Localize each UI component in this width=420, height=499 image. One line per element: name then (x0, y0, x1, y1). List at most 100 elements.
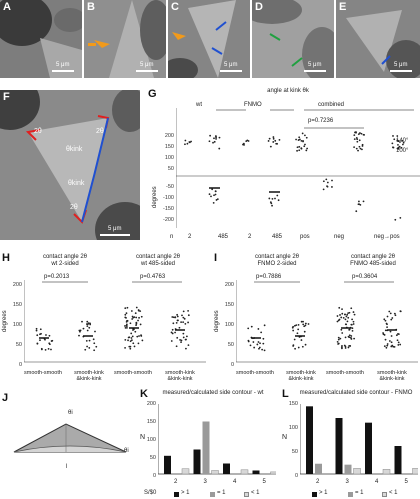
data-point (396, 135, 399, 137)
bar (412, 468, 418, 475)
data-point (297, 324, 300, 326)
panel-j: J θi θi l (0, 392, 136, 492)
y-tick: 100 (164, 155, 174, 161)
data-point (338, 306, 341, 309)
panel-e-label: E (339, 1, 347, 13)
data-point (187, 321, 189, 324)
data-point (345, 315, 348, 318)
legend-label: < 1 (389, 490, 398, 496)
data-point (401, 143, 404, 146)
panel-c-image: C 5 μm (168, 0, 250, 78)
bar (202, 421, 210, 474)
legend-label: > 1 (181, 490, 190, 496)
data-point (174, 331, 176, 334)
panel-h-title-1: contact angle 2θ wt 2-sided (42, 254, 88, 267)
y-axis-label: N (282, 434, 288, 441)
data-point (385, 346, 388, 349)
mark-100: 100° (396, 148, 409, 154)
data-point (384, 329, 387, 332)
data-point (130, 332, 133, 335)
data-point (88, 339, 91, 342)
data-point (138, 316, 140, 319)
p-value: p=0.7236 (308, 118, 334, 124)
data-point (274, 197, 276, 200)
data-point (297, 139, 300, 141)
data-point (44, 348, 47, 351)
data-point (268, 197, 271, 200)
data-point (339, 337, 342, 340)
data-point (399, 310, 402, 313)
data-point (390, 341, 393, 344)
p-value-1: p=0.7886 (256, 274, 282, 280)
group-label-wt: wt (196, 102, 202, 108)
data-point (124, 339, 127, 341)
data-point (94, 330, 96, 333)
data-point (187, 314, 190, 317)
data-point (126, 306, 129, 309)
group-label-combined: combined (318, 102, 345, 108)
data-point (170, 331, 173, 334)
length-label: l (66, 464, 68, 470)
data-point (276, 194, 279, 197)
data-point (305, 136, 308, 139)
data-point (341, 312, 344, 315)
data-point (389, 312, 392, 315)
data-point (249, 344, 252, 347)
data-point (362, 133, 365, 136)
data-point (341, 347, 343, 350)
data-point (296, 332, 299, 335)
data-point (302, 323, 305, 326)
data-point (382, 332, 384, 334)
data-point (348, 328, 351, 331)
data-point (218, 147, 221, 150)
data-point (137, 319, 139, 322)
data-point (129, 322, 132, 325)
data-point (262, 342, 265, 345)
data-point (298, 149, 301, 152)
data-point (347, 316, 350, 319)
p-value-2: p=0.4763 (140, 274, 166, 280)
data-point (267, 140, 270, 142)
scale-label: 5 μm (308, 62, 322, 68)
y-tick: 150 (164, 144, 174, 150)
data-point (300, 147, 303, 150)
data-point (92, 338, 95, 341)
x-label: smooth-kink &kink-kink (74, 370, 104, 382)
data-point (124, 307, 127, 310)
x-tick-label: 3 (204, 479, 208, 485)
data-point (170, 340, 173, 342)
p-value-1: p=0.2013 (44, 274, 70, 280)
group-label-fnmo: FNMO (244, 102, 262, 108)
data-point (341, 332, 344, 334)
legend-swatch (210, 492, 215, 497)
data-point (300, 320, 303, 323)
panel-i: I contact angle 2θ FNMO 2-sided contact … (212, 252, 420, 384)
data-point (297, 346, 300, 349)
bar (211, 470, 219, 475)
data-point (181, 314, 183, 317)
data-point (172, 322, 175, 325)
data-point (296, 146, 299, 149)
data-point (171, 316, 174, 318)
data-point (184, 323, 187, 325)
y-tick: 50 (227, 342, 234, 348)
data-point (179, 339, 181, 341)
panel-g-scatter (176, 108, 420, 228)
data-point (95, 345, 98, 348)
theta-label: θi (124, 448, 129, 454)
data-point (183, 317, 186, 320)
bar (164, 455, 171, 474)
data-point (247, 327, 250, 330)
data-point (250, 325, 253, 328)
data-point (86, 323, 89, 326)
data-point (81, 320, 83, 323)
data-point (185, 335, 188, 338)
data-point (218, 136, 221, 139)
data-point (271, 197, 274, 200)
data-point (180, 341, 182, 343)
data-point (78, 329, 81, 332)
data-point (48, 343, 51, 346)
legend-prefix: S/$0 (144, 490, 157, 496)
data-point (303, 325, 306, 328)
data-point (397, 333, 400, 336)
